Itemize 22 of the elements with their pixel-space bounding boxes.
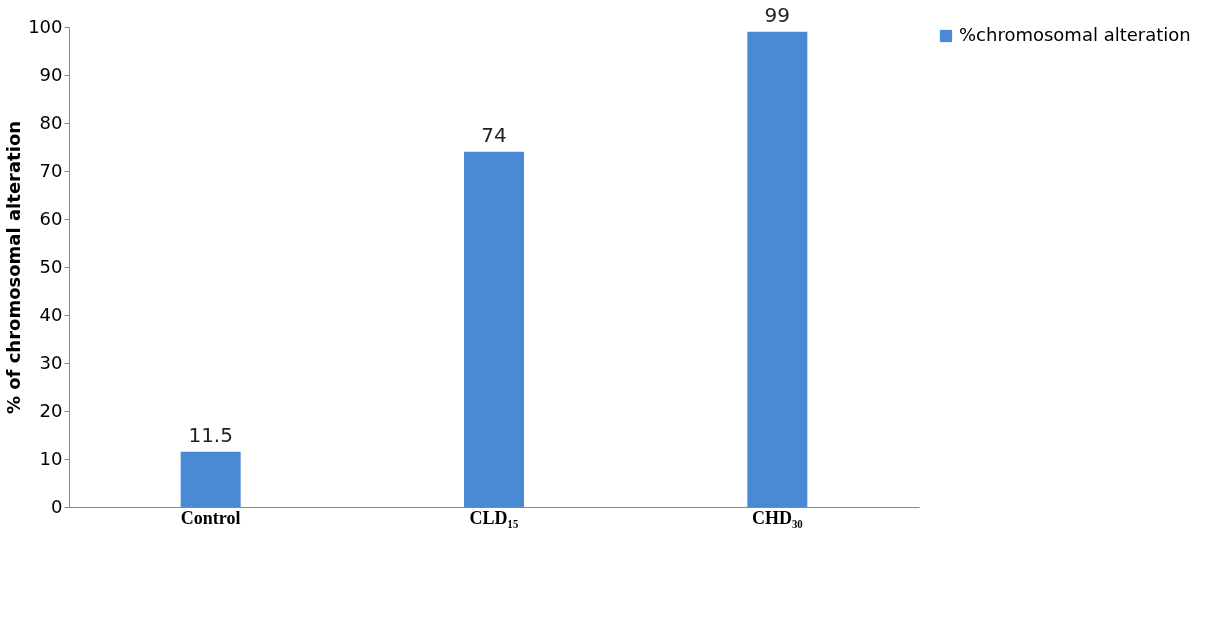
data-label: 99: [764, 2, 791, 27]
y-tick-label: 50: [39, 255, 63, 277]
y-tick-label: 20: [39, 399, 63, 421]
y-tick-label: 10: [39, 447, 63, 469]
bar: [464, 151, 524, 507]
data-label: 74: [481, 122, 507, 147]
bar: [747, 31, 808, 507]
y-tick-label: 60: [39, 207, 63, 229]
y-tick-label: 70: [39, 159, 63, 181]
x-tick-label: CHD₃₀: [751, 507, 803, 528]
y-tick-label: 100: [28, 15, 63, 37]
x-tick-label: Control: [180, 507, 241, 528]
y-axis-title: % of chromosomal alteration: [3, 120, 25, 415]
y-tick-label: 90: [39, 63, 63, 85]
y-tick-label: 80: [39, 111, 63, 133]
y-tick-label: 30: [39, 351, 63, 373]
y-tick-label: 0: [51, 495, 63, 517]
y-tick-label: 40: [39, 303, 63, 325]
x-tick-label: CLD₁₅: [469, 507, 519, 528]
bar: [180, 451, 241, 507]
legend-label: %chromosomal alteration: [959, 24, 1191, 45]
data-label: 11.5: [188, 422, 233, 447]
